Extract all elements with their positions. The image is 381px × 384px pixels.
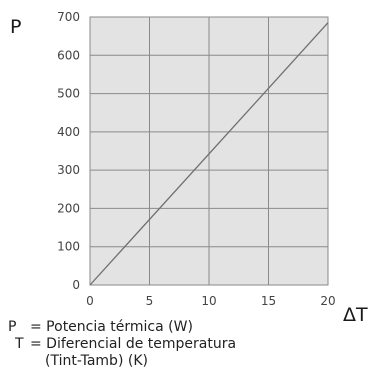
x-tick-label: 0 bbox=[86, 294, 94, 308]
y-tick-label: 0 bbox=[72, 278, 80, 292]
series-line-0 bbox=[89, 22, 329, 286]
y-tick-label: 500 bbox=[57, 87, 80, 101]
x-axis-label: ΔT bbox=[343, 304, 368, 326]
y-axis-label: P bbox=[10, 16, 21, 38]
legend-t-description: = Diferencial de temperatura bbox=[30, 336, 237, 352]
y-tick-labels: 0 100 200 300 400 500 600 700 bbox=[57, 10, 80, 292]
y-tick-label: 100 bbox=[57, 240, 80, 254]
grid-lines bbox=[90, 17, 328, 285]
x-tick-label: 5 bbox=[146, 294, 154, 308]
legend-p-symbol: P bbox=[8, 319, 17, 335]
x-tick-label: 15 bbox=[261, 294, 276, 308]
legend-p-description: = Potencia térmica (W) bbox=[30, 319, 193, 335]
legend: P = Potencia térmica (W) T = Diferencial… bbox=[0, 313, 381, 384]
y-tick-label: 300 bbox=[57, 163, 80, 177]
legend-t-symbol: T bbox=[15, 336, 24, 352]
x-tick-label: 20 bbox=[320, 294, 335, 308]
legend-t-description-continued: (Tint-Tamb) (K) bbox=[45, 353, 148, 369]
x-tick-label: 10 bbox=[201, 294, 216, 308]
plot-frame bbox=[89, 16, 329, 286]
series-layer bbox=[89, 22, 329, 286]
x-tick-labels: 0 5 10 15 20 bbox=[86, 294, 335, 308]
y-tick-label: 600 bbox=[57, 48, 80, 62]
y-tick-label: 400 bbox=[57, 125, 80, 139]
y-tick-label: 700 bbox=[57, 10, 80, 24]
y-tick-label: 200 bbox=[57, 201, 80, 215]
